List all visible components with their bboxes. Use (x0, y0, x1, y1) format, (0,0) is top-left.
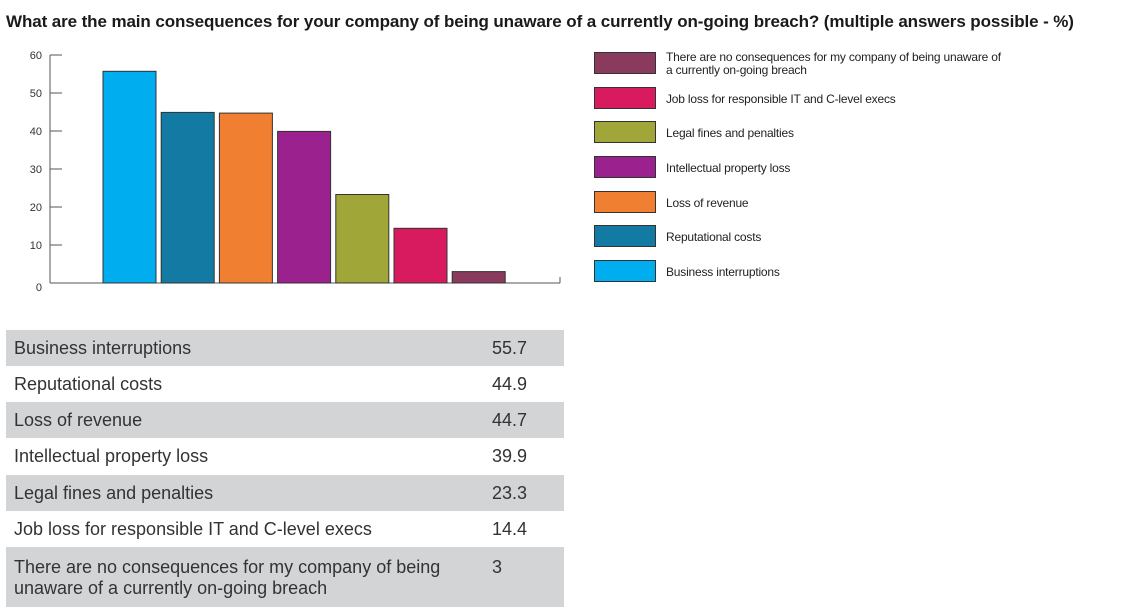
legend-item: Legal fines and penalties (594, 121, 1014, 155)
table-row: Legal fines and penalties 23.3 (6, 475, 564, 511)
bar-business-interruptions (102, 70, 157, 284)
y-tick-label: 30 (30, 164, 42, 176)
table-cell-label: Business interruptions (14, 337, 192, 358)
bar-chart: 0 10 20 30 40 50 60 (30, 50, 561, 294)
legend-item: Business interruptions (594, 260, 1014, 294)
bar-reputational-costs (160, 111, 215, 284)
legend-swatch (594, 52, 656, 74)
legend-label: Business interruptions (666, 264, 780, 279)
table-cell-label: Reputational costs (14, 373, 163, 394)
bar-job-loss-for-responsible-it-and-c-level- (393, 227, 448, 284)
table-row: Loss of revenue 44.7 (6, 402, 564, 438)
y-tick-label: 50 (30, 88, 42, 100)
legend-item: Loss of revenue (594, 191, 1014, 225)
bar-loss-of-revenue (218, 112, 273, 284)
table-cell-value: 14.4 (492, 518, 528, 539)
legend-swatch (594, 121, 656, 143)
table-cell-label: There are no consequences for my company… (14, 557, 441, 598)
legend-item: Job loss for responsible IT and C-level … (594, 87, 1014, 121)
legend-swatch (594, 260, 656, 282)
y-tick-label: 10 (30, 240, 42, 252)
y-tick-label: 20 (30, 202, 42, 214)
legend-label: Job loss for responsible IT and C-level … (666, 91, 896, 106)
legend-swatch (594, 87, 656, 109)
legend-swatch (594, 225, 656, 247)
legend-item: Intellectual property loss (594, 156, 1014, 190)
y-tick-label: 60 (30, 50, 42, 62)
y-tick-label: 40 (30, 126, 42, 138)
chart-title: What are the main consequences for your … (6, 12, 1074, 31)
legend-swatch (594, 156, 656, 178)
legend-label: Intellectual property loss (666, 160, 791, 175)
bar-intellectual-property-loss (277, 130, 332, 284)
legend-label: Reputational costs (666, 229, 762, 244)
legend-item: There are no consequences for my company… (594, 50, 1014, 86)
legend-label: Legal fines and penalties (666, 125, 794, 140)
table-row: Intellectual property loss 39.9 (6, 438, 564, 475)
data-table: Business interruptions 55.7 Reputational c… (6, 330, 564, 607)
table-cell-value: 44.9 (492, 373, 528, 394)
legend-label: There are no consequences for my company… (666, 50, 1001, 77)
table-row: Reputational costs 44.9 (6, 366, 564, 402)
table-cell-label: Job loss for responsible IT and C-level … (14, 518, 372, 539)
table-cell-value: 23.3 (492, 482, 528, 503)
y-tick-label: 0 (36, 282, 42, 294)
table-cell-label: Legal fines and penalties (14, 482, 214, 503)
legend-item: Reputational costs (594, 225, 1014, 259)
table-cell-label: Intellectual property loss (14, 446, 209, 466)
table-cell-value: 39.9 (492, 446, 528, 466)
table-row: There are no consequences for my company… (6, 547, 564, 607)
table-cell-value: 44.7 (492, 409, 528, 430)
bar-there-are-no-consequences-for-my-company (451, 271, 506, 284)
table-row: Business interruptions 55.7 (6, 330, 564, 366)
table-cell-value: 3 (492, 557, 503, 577)
bars-group (102, 70, 506, 284)
legend-label: Loss of revenue (666, 195, 749, 210)
legend-swatch (594, 191, 656, 213)
table-cell-value: 55.7 (492, 337, 528, 358)
table-row: Job loss for responsible IT and C-level … (6, 511, 564, 547)
table-cell-label: Loss of revenue (14, 409, 143, 430)
bar-legal-fines-and-penalties (335, 194, 390, 284)
